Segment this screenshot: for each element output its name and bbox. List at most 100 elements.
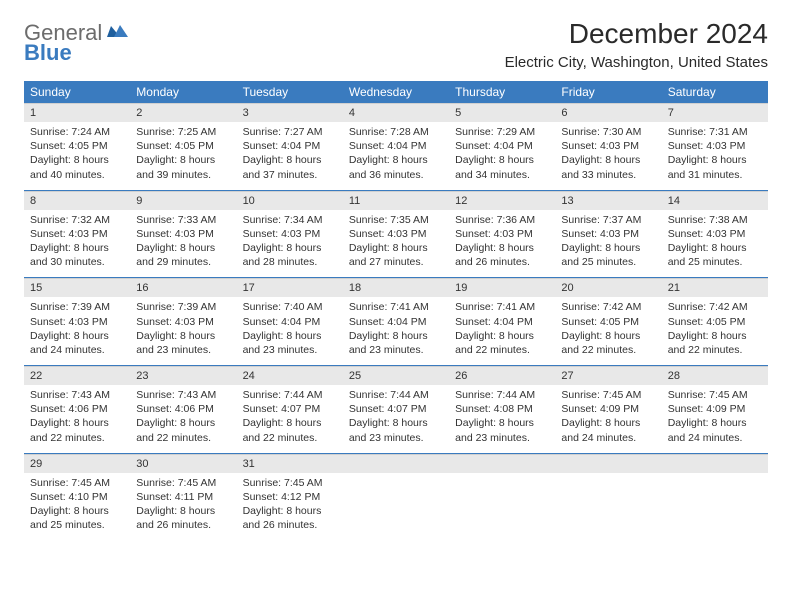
- day-number-cell: 12: [449, 191, 555, 210]
- sunrise-text: Sunrise: 7:34 AM: [243, 213, 337, 227]
- info-row: Sunrise: 7:32 AMSunset: 4:03 PMDaylight:…: [24, 210, 768, 279]
- daylight-text: Daylight: 8 hours and 26 minutes.: [455, 241, 549, 269]
- day-info-cell: Sunrise: 7:45 AMSunset: 4:09 PMDaylight:…: [662, 385, 768, 454]
- daylight-text: Daylight: 8 hours and 26 minutes.: [136, 504, 230, 532]
- sunrise-text: Sunrise: 7:41 AM: [349, 300, 443, 314]
- daylight-text: Daylight: 8 hours and 25 minutes.: [668, 241, 762, 269]
- day-number-cell: 23: [130, 366, 236, 385]
- sunrise-text: Sunrise: 7:38 AM: [668, 213, 762, 227]
- daylight-text: Daylight: 8 hours and 31 minutes.: [668, 153, 762, 181]
- sunset-text: Sunset: 4:06 PM: [30, 402, 124, 416]
- day-info-cell: Sunrise: 7:41 AMSunset: 4:04 PMDaylight:…: [449, 297, 555, 366]
- daylight-text: Daylight: 8 hours and 24 minutes.: [561, 416, 655, 444]
- day-number-cell: 20: [555, 278, 661, 297]
- sunset-text: Sunset: 4:11 PM: [136, 490, 230, 504]
- day-info-cell: Sunrise: 7:28 AMSunset: 4:04 PMDaylight:…: [343, 122, 449, 191]
- day-number-cell: 19: [449, 278, 555, 297]
- daylight-text: Daylight: 8 hours and 23 minutes.: [243, 329, 337, 357]
- sunset-text: Sunset: 4:05 PM: [561, 315, 655, 329]
- daylight-text: Daylight: 8 hours and 26 minutes.: [243, 504, 337, 532]
- dow-cell: Saturday: [662, 81, 768, 103]
- sunset-text: Sunset: 4:03 PM: [668, 227, 762, 241]
- day-info-cell: [555, 473, 661, 541]
- info-row: Sunrise: 7:39 AMSunset: 4:03 PMDaylight:…: [24, 297, 768, 366]
- day-info-cell: Sunrise: 7:32 AMSunset: 4:03 PMDaylight:…: [24, 210, 130, 279]
- day-info-cell: Sunrise: 7:39 AMSunset: 4:03 PMDaylight:…: [130, 297, 236, 366]
- day-number-cell: 1: [24, 103, 130, 122]
- day-info-cell: Sunrise: 7:44 AMSunset: 4:08 PMDaylight:…: [449, 385, 555, 454]
- sunset-text: Sunset: 4:07 PM: [243, 402, 337, 416]
- sunrise-text: Sunrise: 7:28 AM: [349, 125, 443, 139]
- sunrise-text: Sunrise: 7:37 AM: [561, 213, 655, 227]
- logo-text-blue: Blue: [24, 42, 129, 64]
- day-info-cell: Sunrise: 7:45 AMSunset: 4:10 PMDaylight:…: [24, 473, 130, 541]
- daylight-text: Daylight: 8 hours and 22 minutes.: [30, 416, 124, 444]
- info-row: Sunrise: 7:43 AMSunset: 4:06 PMDaylight:…: [24, 385, 768, 454]
- logo-mark-icon: [107, 22, 129, 41]
- daylight-text: Daylight: 8 hours and 36 minutes.: [349, 153, 443, 181]
- day-number-cell: 3: [237, 103, 343, 122]
- day-info-cell: Sunrise: 7:38 AMSunset: 4:03 PMDaylight:…: [662, 210, 768, 279]
- day-number-cell: 5: [449, 103, 555, 122]
- sunrise-text: Sunrise: 7:27 AM: [243, 125, 337, 139]
- sunrise-text: Sunrise: 7:39 AM: [30, 300, 124, 314]
- day-info-cell: Sunrise: 7:36 AMSunset: 4:03 PMDaylight:…: [449, 210, 555, 279]
- sunrise-text: Sunrise: 7:33 AM: [136, 213, 230, 227]
- dow-cell: Tuesday: [237, 81, 343, 103]
- sunrise-text: Sunrise: 7:42 AM: [668, 300, 762, 314]
- day-number-cell: 10: [237, 191, 343, 210]
- daylight-text: Daylight: 8 hours and 40 minutes.: [30, 153, 124, 181]
- daylight-text: Daylight: 8 hours and 30 minutes.: [30, 241, 124, 269]
- day-info-cell: [343, 473, 449, 541]
- day-info-cell: Sunrise: 7:37 AMSunset: 4:03 PMDaylight:…: [555, 210, 661, 279]
- daynum-row: 1234567: [24, 103, 768, 122]
- sunrise-text: Sunrise: 7:39 AM: [136, 300, 230, 314]
- title-block: December 2024 Electric City, Washington,…: [505, 18, 768, 71]
- week-group: 15161718192021Sunrise: 7:39 AMSunset: 4:…: [24, 278, 768, 366]
- sunset-text: Sunset: 4:04 PM: [243, 139, 337, 153]
- day-number-cell: 8: [24, 191, 130, 210]
- sunrise-text: Sunrise: 7:42 AM: [561, 300, 655, 314]
- sunset-text: Sunset: 4:04 PM: [243, 315, 337, 329]
- sunset-text: Sunset: 4:04 PM: [349, 315, 443, 329]
- sunset-text: Sunset: 4:04 PM: [455, 139, 549, 153]
- day-number-cell: 25: [343, 366, 449, 385]
- daynum-row: 22232425262728: [24, 366, 768, 385]
- daylight-text: Daylight: 8 hours and 34 minutes.: [455, 153, 549, 181]
- sunset-text: Sunset: 4:05 PM: [30, 139, 124, 153]
- daylight-text: Daylight: 8 hours and 22 minutes.: [136, 416, 230, 444]
- day-number-cell: 18: [343, 278, 449, 297]
- day-info-cell: Sunrise: 7:34 AMSunset: 4:03 PMDaylight:…: [237, 210, 343, 279]
- sunrise-text: Sunrise: 7:41 AM: [455, 300, 549, 314]
- day-number-cell: 16: [130, 278, 236, 297]
- day-info-cell: [449, 473, 555, 541]
- day-number-cell: [662, 454, 768, 473]
- sunrise-text: Sunrise: 7:45 AM: [243, 476, 337, 490]
- day-info-cell: [662, 473, 768, 541]
- sunset-text: Sunset: 4:03 PM: [136, 315, 230, 329]
- sunrise-text: Sunrise: 7:45 AM: [30, 476, 124, 490]
- sunset-text: Sunset: 4:03 PM: [349, 227, 443, 241]
- sunrise-text: Sunrise: 7:31 AM: [668, 125, 762, 139]
- sunset-text: Sunset: 4:03 PM: [561, 139, 655, 153]
- header: General Blue December 2024 Electric City…: [24, 18, 768, 71]
- day-number-cell: 24: [237, 366, 343, 385]
- day-info-cell: Sunrise: 7:45 AMSunset: 4:12 PMDaylight:…: [237, 473, 343, 541]
- daylight-text: Daylight: 8 hours and 25 minutes.: [561, 241, 655, 269]
- sunset-text: Sunset: 4:03 PM: [455, 227, 549, 241]
- daylight-text: Daylight: 8 hours and 22 minutes.: [561, 329, 655, 357]
- sunset-text: Sunset: 4:12 PM: [243, 490, 337, 504]
- location-text: Electric City, Washington, United States: [505, 54, 768, 71]
- sunrise-text: Sunrise: 7:32 AM: [30, 213, 124, 227]
- day-info-cell: Sunrise: 7:39 AMSunset: 4:03 PMDaylight:…: [24, 297, 130, 366]
- logo: General Blue: [24, 18, 129, 64]
- day-number-cell: 11: [343, 191, 449, 210]
- info-row: Sunrise: 7:24 AMSunset: 4:05 PMDaylight:…: [24, 122, 768, 191]
- sunrise-text: Sunrise: 7:36 AM: [455, 213, 549, 227]
- daylight-text: Daylight: 8 hours and 23 minutes.: [455, 416, 549, 444]
- day-info-cell: Sunrise: 7:42 AMSunset: 4:05 PMDaylight:…: [662, 297, 768, 366]
- day-info-cell: Sunrise: 7:31 AMSunset: 4:03 PMDaylight:…: [662, 122, 768, 191]
- daylight-text: Daylight: 8 hours and 27 minutes.: [349, 241, 443, 269]
- sunset-text: Sunset: 4:03 PM: [668, 139, 762, 153]
- day-number-cell: 6: [555, 103, 661, 122]
